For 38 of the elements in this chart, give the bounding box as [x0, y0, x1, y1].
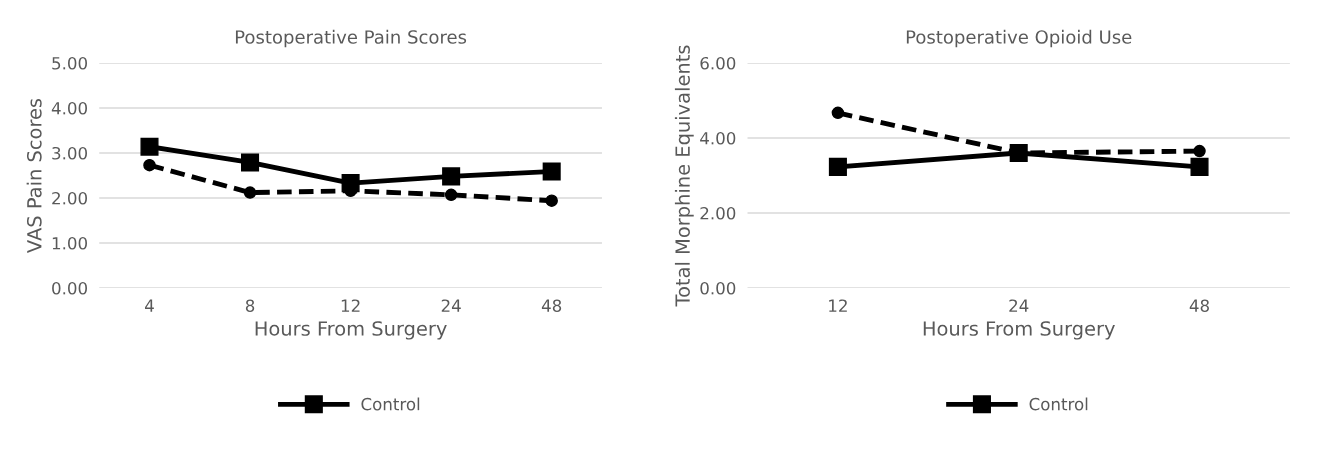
- y-tick-label: 4.00: [51, 101, 88, 115]
- point: [143, 158, 156, 172]
- y-tick-label: 6.00: [700, 56, 736, 70]
- x-tick-label: 24: [1009, 299, 1029, 312]
- point: [828, 157, 847, 176]
- point: [241, 153, 260, 172]
- point: [1190, 157, 1209, 176]
- point: [442, 167, 461, 186]
- point: [243, 186, 257, 199]
- x-axis-title: Hours From Surgery: [923, 321, 1115, 340]
- y-tick-label: 3.00: [52, 146, 88, 160]
- y-tick-label: 1.00: [52, 236, 88, 250]
- point: [831, 106, 845, 120]
- y-axis-title: Total Morphine Equivalents: [674, 45, 694, 307]
- y-tick-label: 2.00: [700, 206, 736, 220]
- chart-title: Postoperative Opioid Use: [906, 29, 1132, 48]
- point: [542, 162, 561, 181]
- legend-label: Control: [1029, 397, 1088, 411]
- x-tick-label: 48: [1189, 299, 1209, 313]
- x-tick-label: 12: [829, 299, 847, 312]
- point: [1193, 144, 1206, 158]
- y-tick-label: 2.00: [52, 191, 88, 205]
- y-tick-label: 4.00: [700, 131, 736, 145]
- point: [140, 137, 159, 156]
- point: [545, 194, 558, 207]
- y-tick-label: 5.00: [52, 56, 88, 70]
- y-tick-label: 0.00: [700, 281, 736, 295]
- y-tick-label: 0.00: [52, 281, 88, 295]
- x-axis-title: Hours From Surgery: [255, 321, 447, 340]
- x-tick-label: 8: [245, 299, 255, 313]
- x-tick-label: 24: [441, 299, 461, 312]
- x-tick-label: 48: [541, 299, 562, 313]
- x-tick-label: 12: [341, 299, 360, 312]
- point: [444, 188, 458, 202]
- chart-title: Postoperative Pain Scores: [235, 29, 467, 48]
- x-tick-label: 4: [145, 299, 154, 312]
- legend-label: Control: [361, 397, 420, 411]
- y-axis-title: VAS Pain Scores: [26, 98, 42, 253]
